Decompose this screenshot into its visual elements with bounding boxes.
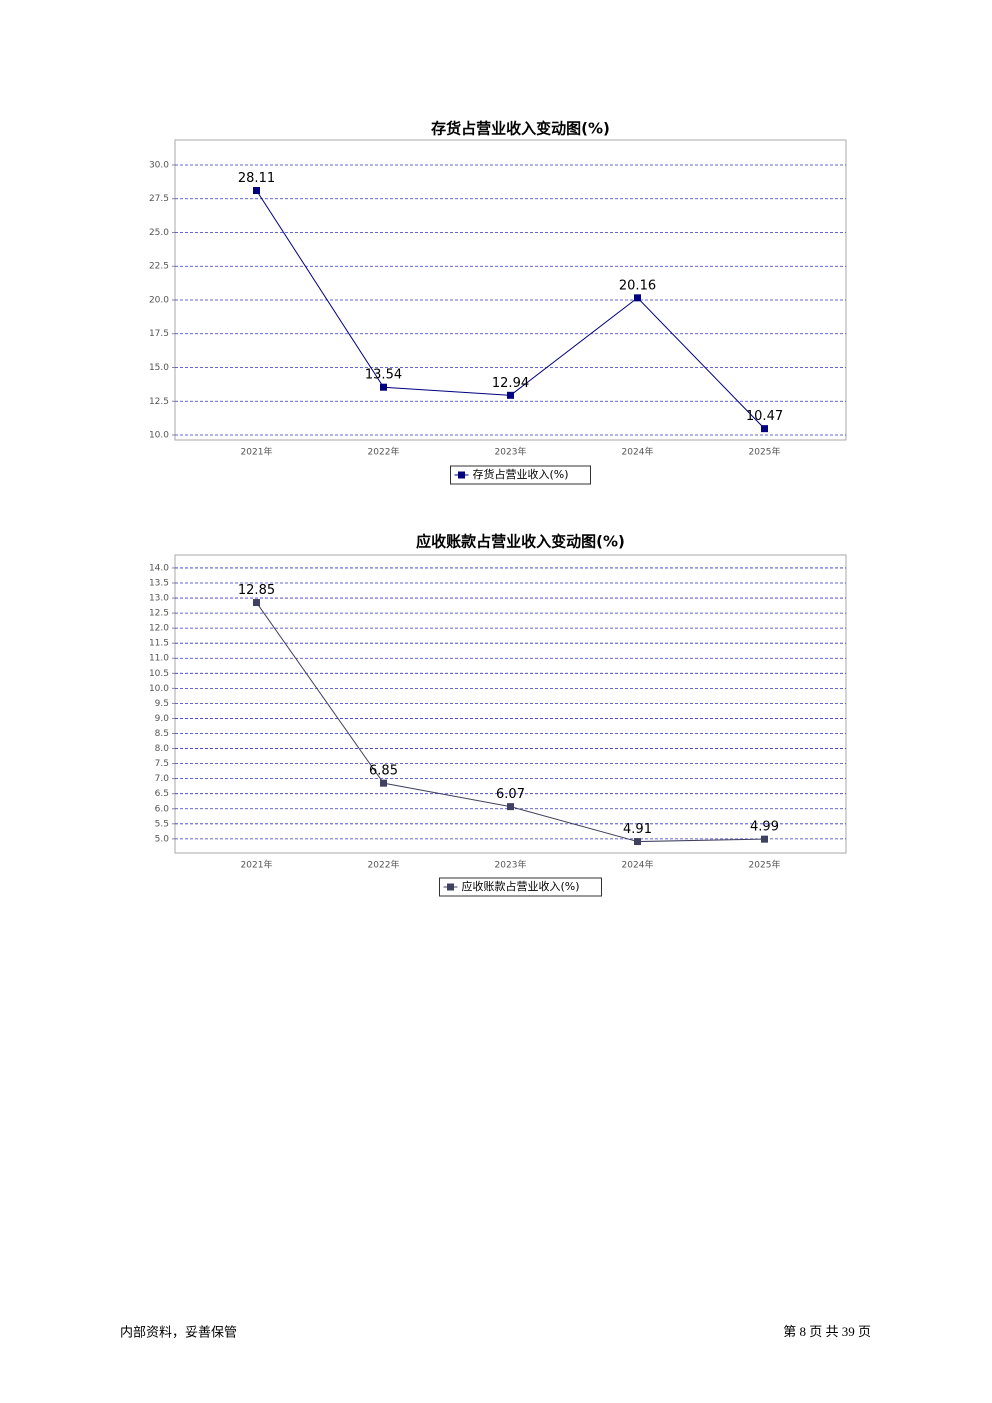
chart-title: 应收账款占营业收入变动图(%) [416,533,625,551]
x-tick-label: 2025年 [749,446,781,458]
footer-page: 第 8 页 共 39 页 [783,1324,871,1339]
y-tick-label: 6.5 [155,789,169,799]
point-marker [761,835,768,843]
y-tick-label: 17.5 [149,329,169,339]
y-tick-label: 5.0 [155,834,170,844]
legend-marker [447,883,454,891]
y-tick-label: 10.5 [149,669,169,679]
data-label: 13.54 [365,368,402,383]
y-tick-label: 5.5 [155,819,169,829]
x-tick-label: 2023年 [495,859,527,871]
point-marker [253,186,260,194]
legend-box [450,465,591,485]
x-tick-label: 2021年 [241,859,273,871]
y-tick-label: 25.0 [149,228,169,238]
y-tick-label: 11.0 [149,654,169,664]
point-marker [634,838,641,846]
y-tick-label: 9.0 [155,714,170,724]
legend-label: 应收账款占营业收入(%) [462,879,580,893]
chart-title: 存货占营业收入变动图(%) [431,120,610,138]
y-tick-label: 15.0 [149,363,169,373]
footer-left: 内部资料，妥善保管 [120,1325,237,1341]
y-tick-label: 12.5 [149,397,169,407]
data-label: 4.99 [750,820,779,835]
x-tick-label: 2022年 [368,446,400,458]
data-label: 10.47 [746,409,783,424]
x-tick-label: 2022年 [368,859,400,871]
x-tick-label: 2023年 [495,446,527,458]
x-tick-label: 2024年 [622,446,654,458]
data-label: 6.07 [496,787,525,802]
y-tick-label: 10.0 [149,431,169,441]
point-marker [380,383,387,391]
x-tick-label: 2025年 [749,859,781,871]
y-tick-label: 9.5 [155,699,169,709]
data-label: 4.91 [623,822,652,837]
y-tick-label: 12.0 [149,624,169,634]
y-tick-label: 6.0 [155,804,170,814]
plot-area [174,139,847,441]
point-marker [761,425,768,433]
legend-marker [458,471,465,479]
point-marker [507,391,514,399]
x-tick-label: 2024年 [622,859,654,871]
y-tick-label: 7.5 [155,759,169,769]
y-tick-label: 13.5 [149,578,169,588]
point-marker [380,779,387,787]
y-tick-label: 7.0 [155,774,170,784]
y-tick-label: 22.5 [149,262,169,272]
y-tick-label: 12.5 [149,609,169,619]
y-tick-label: 8.5 [155,729,169,739]
x-tick-label: 2021年 [241,446,273,458]
point-marker [634,294,641,302]
point-marker [507,803,514,811]
y-tick-label: 10.0 [149,684,169,694]
data-label: 12.94 [492,376,529,391]
point-marker [253,599,260,607]
y-tick-label: 11.5 [149,639,169,649]
legend-box [439,877,602,897]
data-label: 28.11 [238,171,275,186]
data-label: 20.16 [619,278,656,293]
y-tick-label: 14.0 [149,563,169,573]
y-tick-label: 8.0 [155,744,170,754]
data-label: 12.85 [238,583,275,598]
data-label: 6.85 [369,764,398,779]
legend-label: 存货占营业收入(%) [473,467,569,481]
y-tick-label: 13.0 [149,594,169,604]
y-tick-label: 27.5 [149,194,169,204]
y-tick-label: 20.0 [149,295,169,305]
y-tick-label: 30.0 [149,160,169,170]
